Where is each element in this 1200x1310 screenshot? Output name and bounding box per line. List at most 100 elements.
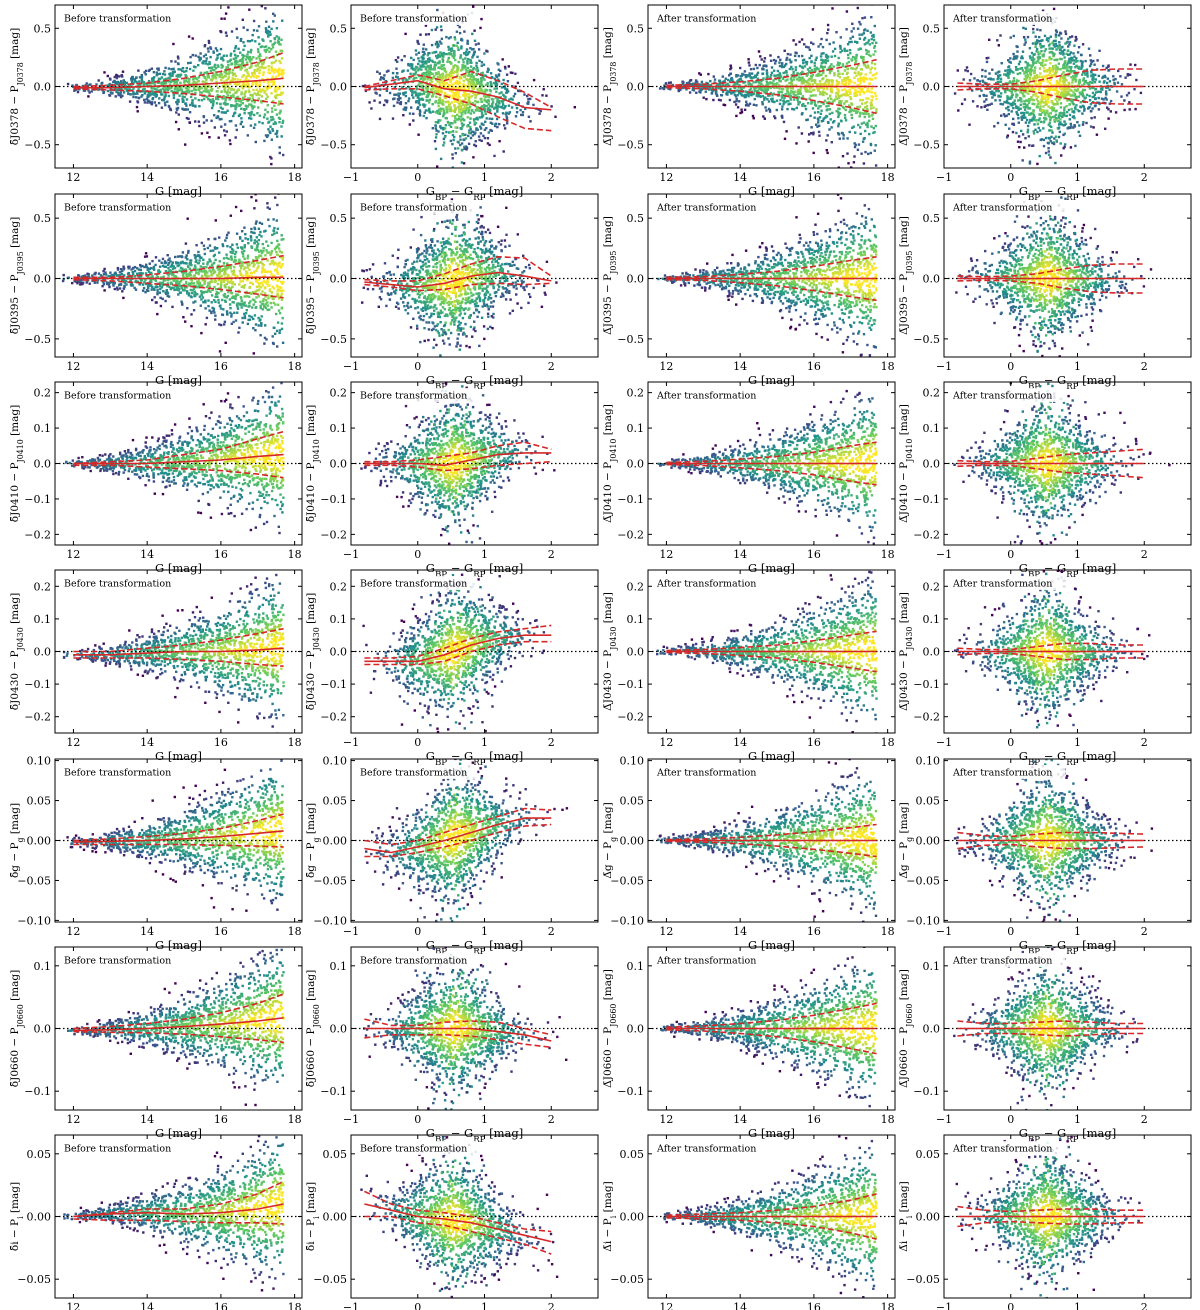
scatter-point	[765, 80, 768, 83]
scatter-point	[1025, 99, 1029, 102]
scatter-point	[752, 117, 755, 120]
scatter-point	[826, 78, 829, 81]
scatter-point	[439, 84, 443, 88]
scatter-point	[394, 59, 398, 62]
scatter-point	[479, 84, 482, 87]
scatter-point	[228, 69, 231, 73]
scatter-point	[219, 102, 222, 106]
scatter-point	[500, 91, 503, 94]
scatter-point	[137, 96, 141, 100]
scatter-point	[483, 98, 486, 101]
scatter-point	[170, 60, 173, 63]
scatter-point	[1055, 90, 1059, 93]
scatter-point	[401, 78, 404, 81]
scatter-point	[223, 90, 227, 93]
scatter-point	[156, 81, 159, 84]
scatter-point	[1060, 111, 1063, 115]
scatter-point	[219, 106, 222, 109]
scatter-point	[451, 122, 454, 125]
scatter-point	[418, 68, 421, 71]
scatter-point	[498, 105, 501, 108]
scatter-point	[418, 82, 421, 85]
scatter-point	[981, 79, 984, 82]
scatter-point	[1023, 100, 1026, 103]
scatter-point	[830, 141, 833, 144]
scatter-point	[1010, 110, 1013, 113]
scatter-point	[242, 82, 245, 85]
scatter-point	[1029, 72, 1032, 75]
scatter-point	[441, 76, 445, 79]
scatter-point	[176, 55, 180, 58]
scatter-point	[852, 125, 855, 128]
scatter-point	[796, 72, 799, 75]
scatter-point	[488, 117, 491, 120]
scatter-point	[756, 71, 760, 74]
scatter-point	[175, 101, 178, 104]
scatter-point	[1006, 97, 1009, 100]
scatter-point	[477, 42, 480, 45]
scatter-point	[234, 91, 237, 94]
scatter-point	[120, 84, 124, 87]
scatter-point	[781, 62, 784, 65]
scatter-point	[719, 99, 722, 102]
scatter-point	[244, 58, 248, 61]
scatter-point	[236, 54, 239, 58]
scatter-point	[184, 74, 187, 77]
scatter-point	[141, 88, 145, 91]
scatter-point	[450, 68, 454, 71]
scatter-point	[1046, 109, 1049, 113]
scatter-point	[447, 56, 451, 60]
scatter-point	[266, 134, 270, 137]
scatter-point	[454, 152, 457, 155]
scatter-point	[817, 68, 820, 71]
scatter-point	[1039, 29, 1042, 32]
scatter-point	[472, 53, 476, 56]
scatter-point	[484, 83, 488, 87]
scatter-point	[775, 108, 778, 112]
scatter-point	[181, 97, 184, 101]
scatter-point	[209, 100, 213, 104]
scatter-point	[494, 106, 497, 109]
scatter-point	[396, 101, 399, 104]
scatter-point	[1024, 60, 1027, 64]
scatter-point	[488, 110, 492, 113]
scatter-point	[1065, 65, 1069, 69]
scatter-point	[267, 29, 270, 33]
scatter-point	[273, 89, 277, 92]
scatter-point	[871, 78, 874, 81]
scatter-point	[256, 48, 260, 51]
scatter-point	[412, 119, 415, 122]
scatter-point	[831, 101, 834, 104]
scatter-point	[261, 45, 264, 48]
scatter-point	[466, 100, 469, 104]
scatter-point	[504, 67, 507, 70]
scatter-point	[476, 82, 479, 85]
scatter-point	[849, 52, 852, 55]
scatter-point	[844, 116, 847, 120]
scatter-point	[502, 103, 505, 106]
scatter-point	[687, 81, 691, 84]
scatter-point	[429, 78, 432, 82]
scatter-point	[471, 89, 474, 92]
scatter-point	[469, 126, 472, 129]
scatter-point	[736, 74, 740, 77]
scatter-point	[1021, 92, 1024, 95]
scatter-point	[116, 82, 119, 85]
scatter-point	[981, 75, 984, 78]
scatter-point	[205, 57, 208, 60]
scatter-point	[234, 59, 237, 63]
scatter-point	[449, 130, 452, 134]
scatter-point	[765, 109, 768, 112]
scatter-point	[743, 108, 747, 111]
scatter-point	[115, 90, 118, 93]
scatter-point	[726, 82, 729, 86]
scatter-point	[425, 60, 428, 63]
scatter-point	[217, 97, 220, 101]
scatter-point	[1072, 75, 1075, 78]
scatter-point	[194, 77, 197, 80]
scatter-point	[461, 58, 465, 61]
scatter-point	[809, 74, 813, 78]
scatter-point	[462, 133, 465, 137]
scatter-point	[723, 103, 727, 107]
